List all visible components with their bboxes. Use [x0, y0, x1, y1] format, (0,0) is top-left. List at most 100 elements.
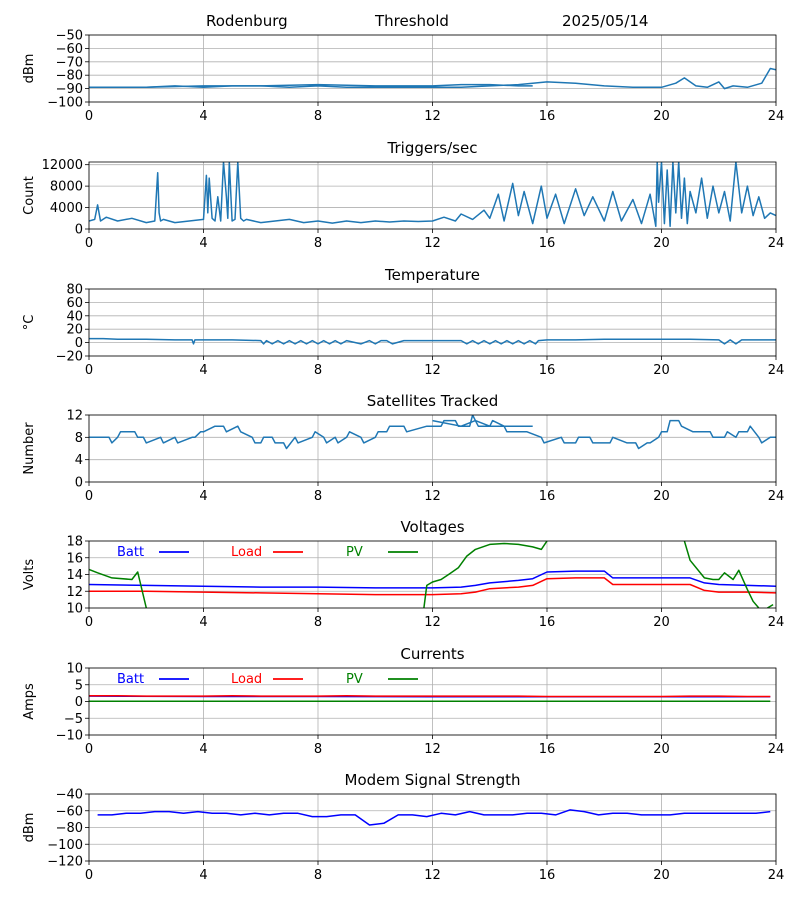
signal-ytick-label: −90: [56, 82, 83, 97]
triggers-ytick-label: 8000: [50, 180, 83, 195]
temperature-xtick-label: 4: [199, 363, 207, 378]
modem-ylabel: dBm: [22, 813, 37, 843]
satellites-ytick-label: 4: [75, 453, 83, 468]
signal-ylabel: dBm: [22, 54, 37, 84]
temperature-xtick-label: 0: [85, 363, 93, 378]
currents-xtick-label: 0: [85, 742, 93, 757]
voltages-xtick-label: 24: [768, 615, 785, 630]
modem-ytick-label: −80: [56, 821, 83, 836]
modem-ytick-label: −40: [56, 788, 83, 803]
satellites-series-line-1: [432, 419, 533, 427]
voltages-xtick-label: 20: [653, 615, 670, 630]
voltages-title: Voltages: [400, 518, 464, 536]
modem-title: Modem Signal Strength: [345, 771, 521, 789]
triggers-xtick-label: 24: [768, 236, 785, 251]
currents-ytick-label: 5: [75, 678, 83, 693]
triggers-ytick-label: 0: [75, 223, 83, 238]
currents-legend-load-label: Load: [231, 672, 262, 687]
triggers-xtick-label: 0: [85, 236, 93, 251]
temperature-ytick-label: 0: [75, 336, 83, 351]
modem-xtick-label: 24: [768, 868, 785, 883]
satellites-xtick-label: 4: [199, 489, 207, 504]
currents-legend-pv-label: PV: [346, 672, 363, 687]
modem-ytick-label: −60: [56, 804, 83, 819]
temperature-ytick-label: 60: [66, 296, 83, 311]
currents-xtick-label: 4: [199, 742, 207, 757]
voltages-ytick-label: 10: [66, 602, 83, 617]
signal-ytick-label: −100: [47, 96, 83, 111]
temperature-ytick-label: 80: [66, 283, 83, 298]
temperature-xtick-label: 8: [314, 363, 322, 378]
voltages-series-line-load: [89, 577, 776, 596]
signal-chart: 0 4 8 12 16 20 24 −100−90−80−70−60−50 dBm: [22, 29, 784, 125]
voltages-xtick-label: 16: [539, 615, 556, 630]
signal-series-line-1: [89, 83, 533, 89]
currents-ytick-label: −10: [56, 729, 83, 744]
currents-xtick-label: 20: [653, 742, 670, 757]
voltages-ytick-label: 12: [66, 585, 83, 600]
report-date: 2025/05/14: [562, 12, 649, 30]
signal-ytick-label: −60: [56, 42, 83, 57]
voltages-series-line-batt: [89, 570, 776, 589]
currents-ytick-label: −5: [64, 712, 83, 727]
triggers-xtick-label: 20: [653, 236, 670, 251]
currents-title: Currents: [400, 645, 464, 663]
voltages-ytick-label: 18: [66, 535, 83, 550]
satellites-ytick-label: 12: [66, 409, 83, 424]
triggers-ytick-label: 4000: [50, 201, 83, 216]
voltages-ytick-label: 16: [66, 551, 83, 566]
currents-ytick-label: 10: [66, 662, 83, 677]
currents-ytick-label: 0: [75, 695, 83, 710]
triggers-xtick-label: 16: [539, 236, 556, 251]
satellites-xtick-label: 20: [653, 489, 670, 504]
satellites-xtick-label: 8: [314, 489, 322, 504]
station-name: Rodenburg: [206, 12, 288, 30]
voltages-xtick-label: 4: [199, 615, 207, 630]
voltages-xtick-label: 12: [424, 615, 441, 630]
signal-ytick-label: −80: [56, 69, 83, 84]
temperature-xtick-label: 24: [768, 363, 785, 378]
voltages-xtick-label: 0: [85, 615, 93, 630]
satellites-xtick-label: 12: [424, 489, 441, 504]
modem-xtick-label: 8: [314, 868, 322, 883]
signal-ytick-label: −50: [56, 29, 83, 44]
triggers-xtick-label: 4: [199, 236, 207, 251]
triggers-series-line-0: [89, 162, 776, 228]
voltages-ytick-label: 14: [66, 568, 83, 583]
satellites-ytick-label: 0: [75, 476, 83, 491]
currents-xtick-label: 16: [539, 742, 556, 757]
satellites-ylabel: Number: [22, 422, 37, 475]
modem-xtick-label: 0: [85, 868, 93, 883]
voltages-series-line-pv: [767, 603, 774, 608]
voltages-legend-pv-label: PV: [346, 545, 363, 560]
temperature-series-line-0: [89, 337, 776, 345]
voltages-legend-batt-label: Batt: [117, 545, 144, 560]
modem-ytick-label: −100: [47, 838, 83, 853]
temperature-ytick-label: −20: [56, 350, 83, 365]
temperature-ytick-label: 40: [66, 309, 83, 324]
satellites-ytick-label: 8: [75, 431, 83, 446]
satellites-chart: 0 4 8 12 16 20 24 0 4 8 12 Satellites Tracked Number: [22, 392, 784, 504]
signal-xtick-label: 24: [768, 109, 785, 124]
modem-ytick-label: −120: [47, 855, 83, 870]
currents-xtick-label: 24: [768, 742, 785, 757]
voltages-series-line-pv: [89, 568, 148, 608]
trigger-mode: Threshold: [375, 12, 449, 30]
temperature-ylabel: °C: [22, 315, 37, 331]
temperature-xtick-label: 12: [424, 363, 441, 378]
modem-xtick-label: 16: [539, 868, 556, 883]
modem-xtick-label: 12: [424, 868, 441, 883]
currents-series-line-load: [89, 695, 771, 698]
voltages-xtick-label: 8: [314, 615, 322, 630]
currents-xtick-label: 8: [314, 742, 322, 757]
satellites-xtick-label: 0: [85, 489, 93, 504]
triggers-ytick-label: 12000: [42, 158, 83, 173]
satellites-xtick-label: 16: [539, 489, 556, 504]
signal-ytick-label: −70: [56, 55, 83, 70]
signal-xtick-label: 0: [85, 109, 93, 124]
modem-xtick-label: 4: [199, 868, 207, 883]
currents-legend-batt-label: Batt: [117, 672, 144, 687]
